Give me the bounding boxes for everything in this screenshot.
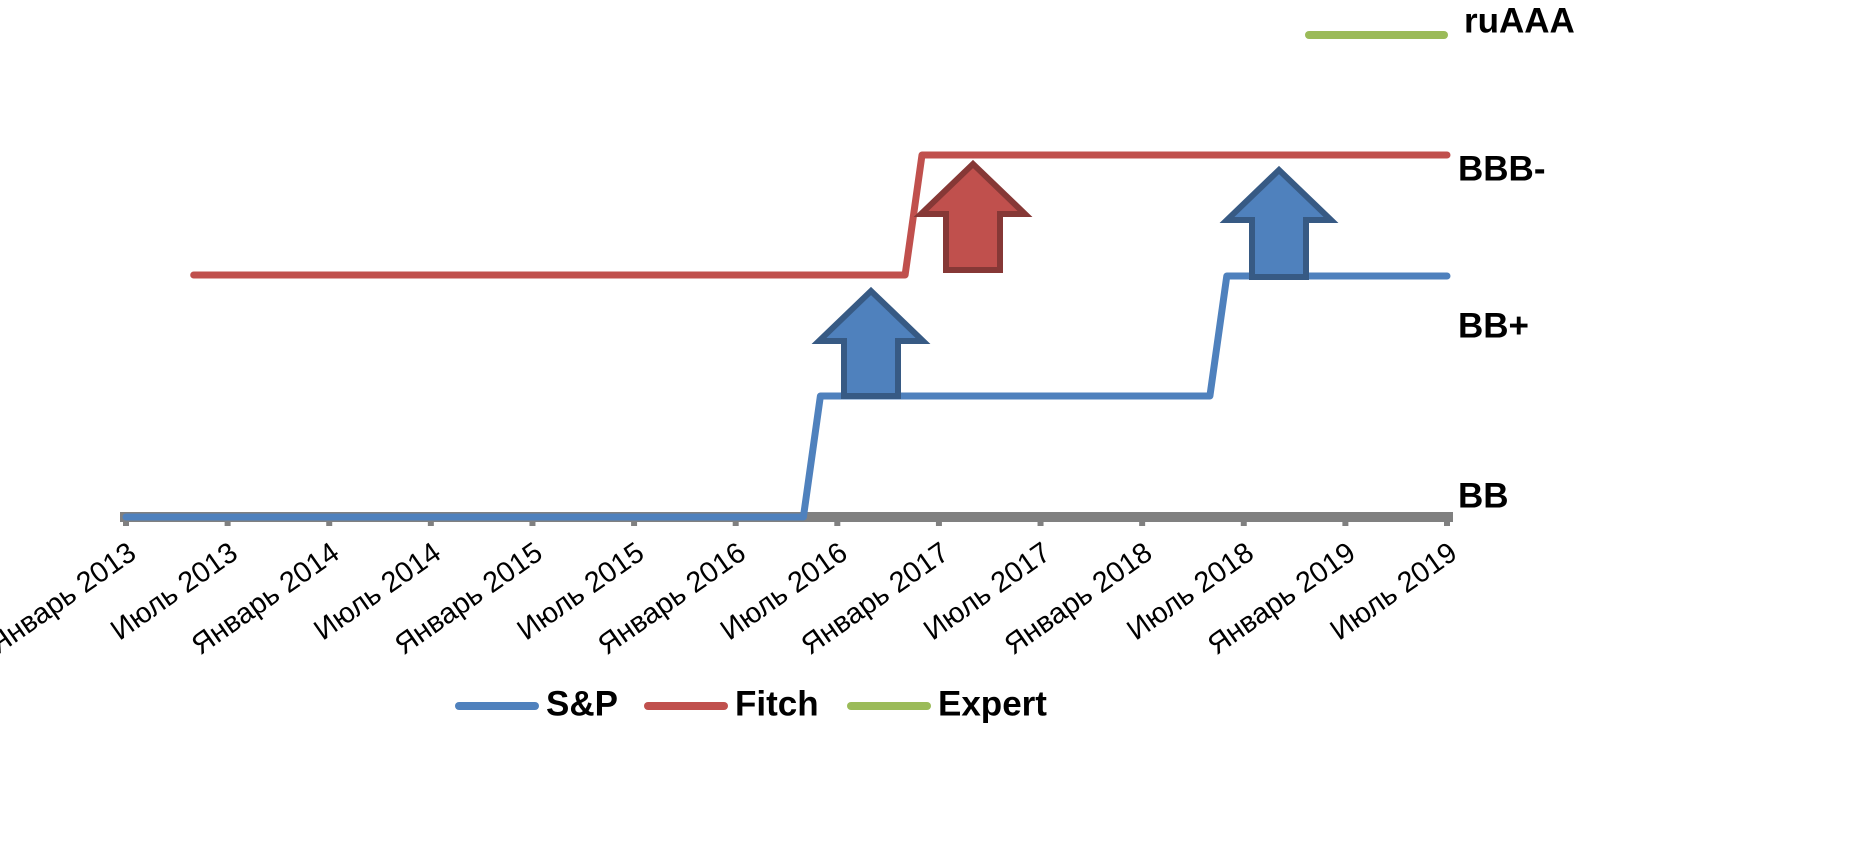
legend-label: S&P	[546, 684, 618, 723]
upgrade-arrows	[811, 159, 1339, 399]
upgrade-arrow-icon	[811, 286, 931, 399]
top-right-legend: ruAAA	[1305, 1, 1575, 40]
upgrade-arrow-icon	[913, 159, 1033, 273]
rating-label: BBB-	[1458, 149, 1545, 188]
upgrade-arrow-icon	[1219, 165, 1339, 280]
series-line-fitch	[190, 151, 1451, 279]
rating-label: BB	[1458, 476, 1509, 515]
rating-label: BB+	[1458, 306, 1529, 345]
legend-label: Fitch	[735, 684, 819, 723]
legend-label: Expert	[938, 684, 1047, 723]
top-legend-label: ruAAA	[1464, 1, 1575, 40]
legend: S&P Fitch Expert	[455, 684, 1047, 723]
rating-labels: BB BB+ BBB-	[1458, 149, 1545, 515]
series-line-sp	[122, 272, 1451, 521]
